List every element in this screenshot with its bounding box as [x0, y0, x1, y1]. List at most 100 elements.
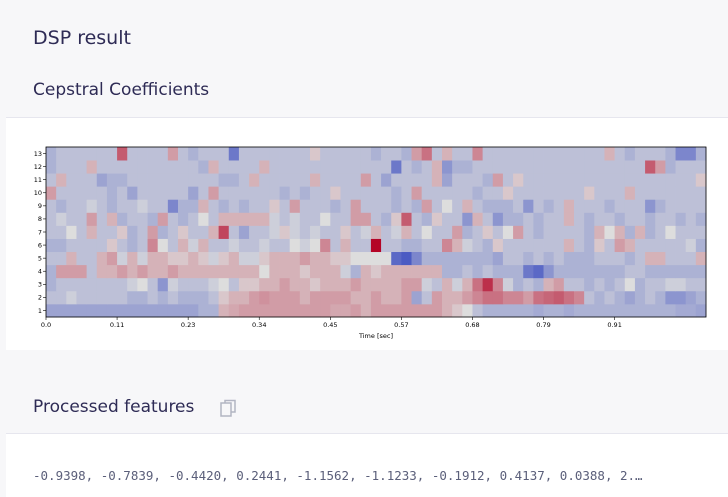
heatmap-cell	[330, 303, 341, 318]
heatmap-cell	[553, 160, 565, 174]
heatmap-cell	[96, 303, 108, 318]
copy-icon[interactable]	[219, 399, 237, 418]
heatmap-cell	[228, 290, 240, 305]
heatmap-cell	[442, 173, 453, 187]
heatmap-cell	[665, 251, 676, 266]
heatmap-cell	[624, 303, 636, 318]
heatmap-cell	[289, 212, 301, 226]
heatmap-cell	[604, 238, 616, 253]
heatmap-cell	[584, 277, 595, 292]
heatmap-cell	[533, 160, 544, 174]
heatmap-cell	[289, 225, 301, 239]
heatmap-cell	[86, 290, 98, 305]
heatmap-cell	[76, 238, 88, 253]
heatmap-cell	[482, 147, 494, 161]
heatmap-cell	[330, 160, 341, 174]
heatmap-cell	[574, 290, 585, 305]
heatmap-cell	[147, 160, 159, 174]
heatmap-cell	[482, 225, 494, 239]
heatmap-cell	[431, 173, 443, 187]
heatmap-cell	[431, 186, 443, 200]
heatmap-cell	[228, 277, 240, 292]
heatmap-cell	[614, 173, 626, 187]
heatmap-cell	[401, 251, 412, 266]
heatmap-cell	[360, 277, 372, 292]
heatmap-cell	[472, 303, 484, 318]
heatmap-cell	[259, 277, 270, 292]
heatmap-cell	[655, 225, 666, 239]
heatmap-cell	[310, 225, 321, 239]
x-tick-label: 0.68	[465, 321, 479, 329]
x-tick-label: 0.0	[41, 321, 51, 329]
heatmap-cell	[665, 173, 676, 187]
heatmap-cell	[553, 251, 565, 266]
heatmap-cell	[340, 303, 352, 318]
heatmap-cell	[492, 251, 504, 266]
heatmap-cell	[584, 186, 595, 200]
heatmap-cell	[269, 199, 280, 213]
heatmap-cell	[157, 277, 169, 292]
heatmap-cell	[574, 147, 585, 161]
heatmap-cell	[147, 173, 159, 187]
heatmap-cell	[350, 160, 362, 174]
heatmap-cell	[533, 186, 544, 200]
heatmap-cell	[117, 186, 128, 200]
y-tick-label: 11	[34, 176, 42, 184]
heatmap-cell	[350, 199, 362, 213]
heatmap-cell	[310, 251, 321, 266]
heatmap-cell	[147, 290, 159, 305]
heatmap-cell	[249, 212, 260, 226]
heatmap-cell	[350, 264, 362, 279]
heatmap-cell	[513, 173, 524, 187]
heatmap-cell	[624, 199, 636, 213]
heatmap-cell	[462, 173, 473, 187]
heatmap-cell	[96, 290, 108, 305]
heatmap-cell	[238, 173, 250, 187]
heatmap-cell	[401, 199, 412, 213]
heatmap-cell	[645, 199, 656, 213]
heatmap-cell	[604, 160, 616, 174]
heatmap-cell	[178, 290, 189, 305]
heatmap-cell	[249, 290, 260, 305]
heatmap-cell	[533, 225, 544, 239]
heatmap-cell	[421, 199, 433, 213]
heatmap-cell	[320, 225, 331, 239]
heatmap-cell	[401, 212, 412, 226]
heatmap-cell	[360, 290, 372, 305]
heatmap-cell	[86, 160, 98, 174]
heatmap-cell	[76, 173, 88, 187]
heatmap-cell	[228, 251, 240, 266]
heatmap-cell	[513, 264, 524, 279]
heatmap-cell	[137, 160, 148, 174]
heatmap-cell	[66, 173, 77, 187]
heatmap-cell	[46, 238, 57, 253]
processed-features-title: Processed features	[33, 397, 195, 417]
heatmap-cell	[127, 277, 138, 292]
heatmap-cell	[391, 212, 402, 226]
heatmap-cell	[228, 173, 240, 187]
heatmap-cell	[188, 264, 199, 279]
heatmap-cell	[259, 199, 270, 213]
heatmap-cell	[421, 251, 433, 266]
heatmap-cell	[452, 225, 463, 239]
heatmap-cell	[462, 238, 473, 253]
heatmap-cell	[594, 290, 605, 305]
heatmap-cell	[117, 290, 128, 305]
heatmap-cell	[350, 173, 362, 187]
heatmap-cell	[421, 238, 433, 253]
heatmap-cell	[533, 199, 544, 213]
heatmap-cell	[645, 173, 656, 187]
heatmap-cell	[442, 147, 453, 161]
heatmap-cell	[147, 212, 159, 226]
heatmap-cell	[614, 147, 626, 161]
heatmap-cell	[411, 186, 423, 200]
heatmap-cell	[391, 290, 402, 305]
x-axis-ticks: 0.0 0.11 0.23 0.34 0.45 0.57 0.68 0.79 0.91	[41, 317, 622, 329]
heatmap-cell	[167, 225, 179, 239]
processed-features-values: -0.9398, -0.7839, -0.4420, 0.2441, -1.15…	[33, 468, 643, 483]
heatmap-cell	[523, 199, 534, 213]
heatmap-cell	[289, 303, 301, 318]
heatmap-cell	[614, 160, 626, 174]
heatmap-cell	[320, 199, 331, 213]
heatmap-cell	[208, 160, 220, 174]
